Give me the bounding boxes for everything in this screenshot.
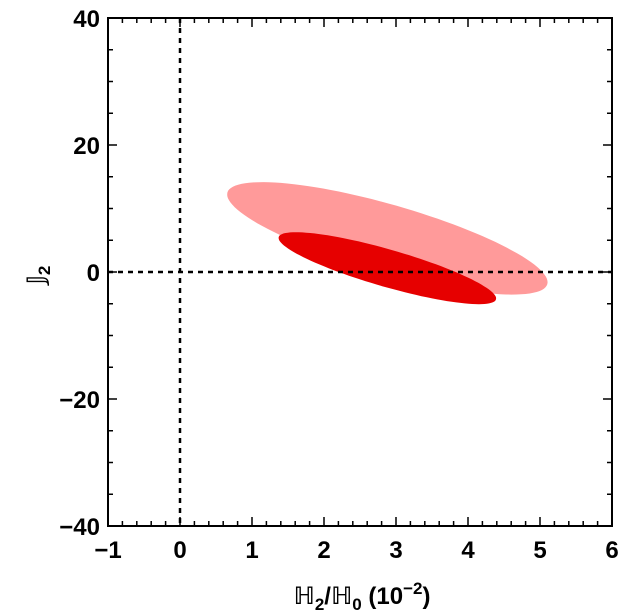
y-tick-label: 0	[87, 260, 100, 287]
y-tick-label: −20	[59, 387, 100, 414]
y-axis-label: 𝕁2	[23, 266, 54, 287]
y-tick-label: 20	[73, 133, 100, 160]
reference-lines	[108, 18, 612, 526]
confidence-regions	[227, 182, 548, 305]
axis-ticks	[107, 17, 613, 527]
region-inner	[278, 232, 497, 305]
x-tick-labels: −1 0 1 2 3 4 5 6	[94, 537, 618, 564]
region-outer	[227, 182, 548, 295]
x-tick-label: 4	[461, 537, 475, 564]
x-tick-label: 6	[605, 537, 618, 564]
x-tick-label: 0	[173, 537, 186, 564]
x-tick-label: 2	[317, 537, 330, 564]
y-tick-label: −40	[59, 514, 100, 541]
x-tick-label: −1	[94, 537, 121, 564]
x-axis-label: ℍ2/ℍ0 (10−2)	[294, 579, 431, 614]
x-tick-label: 1	[245, 537, 258, 564]
y-tick-label: 40	[73, 6, 100, 33]
x-tick-label: 5	[533, 537, 546, 564]
x-tick-label: 3	[389, 537, 402, 564]
y-tick-labels: −40 −20 0 20 40	[59, 6, 100, 541]
